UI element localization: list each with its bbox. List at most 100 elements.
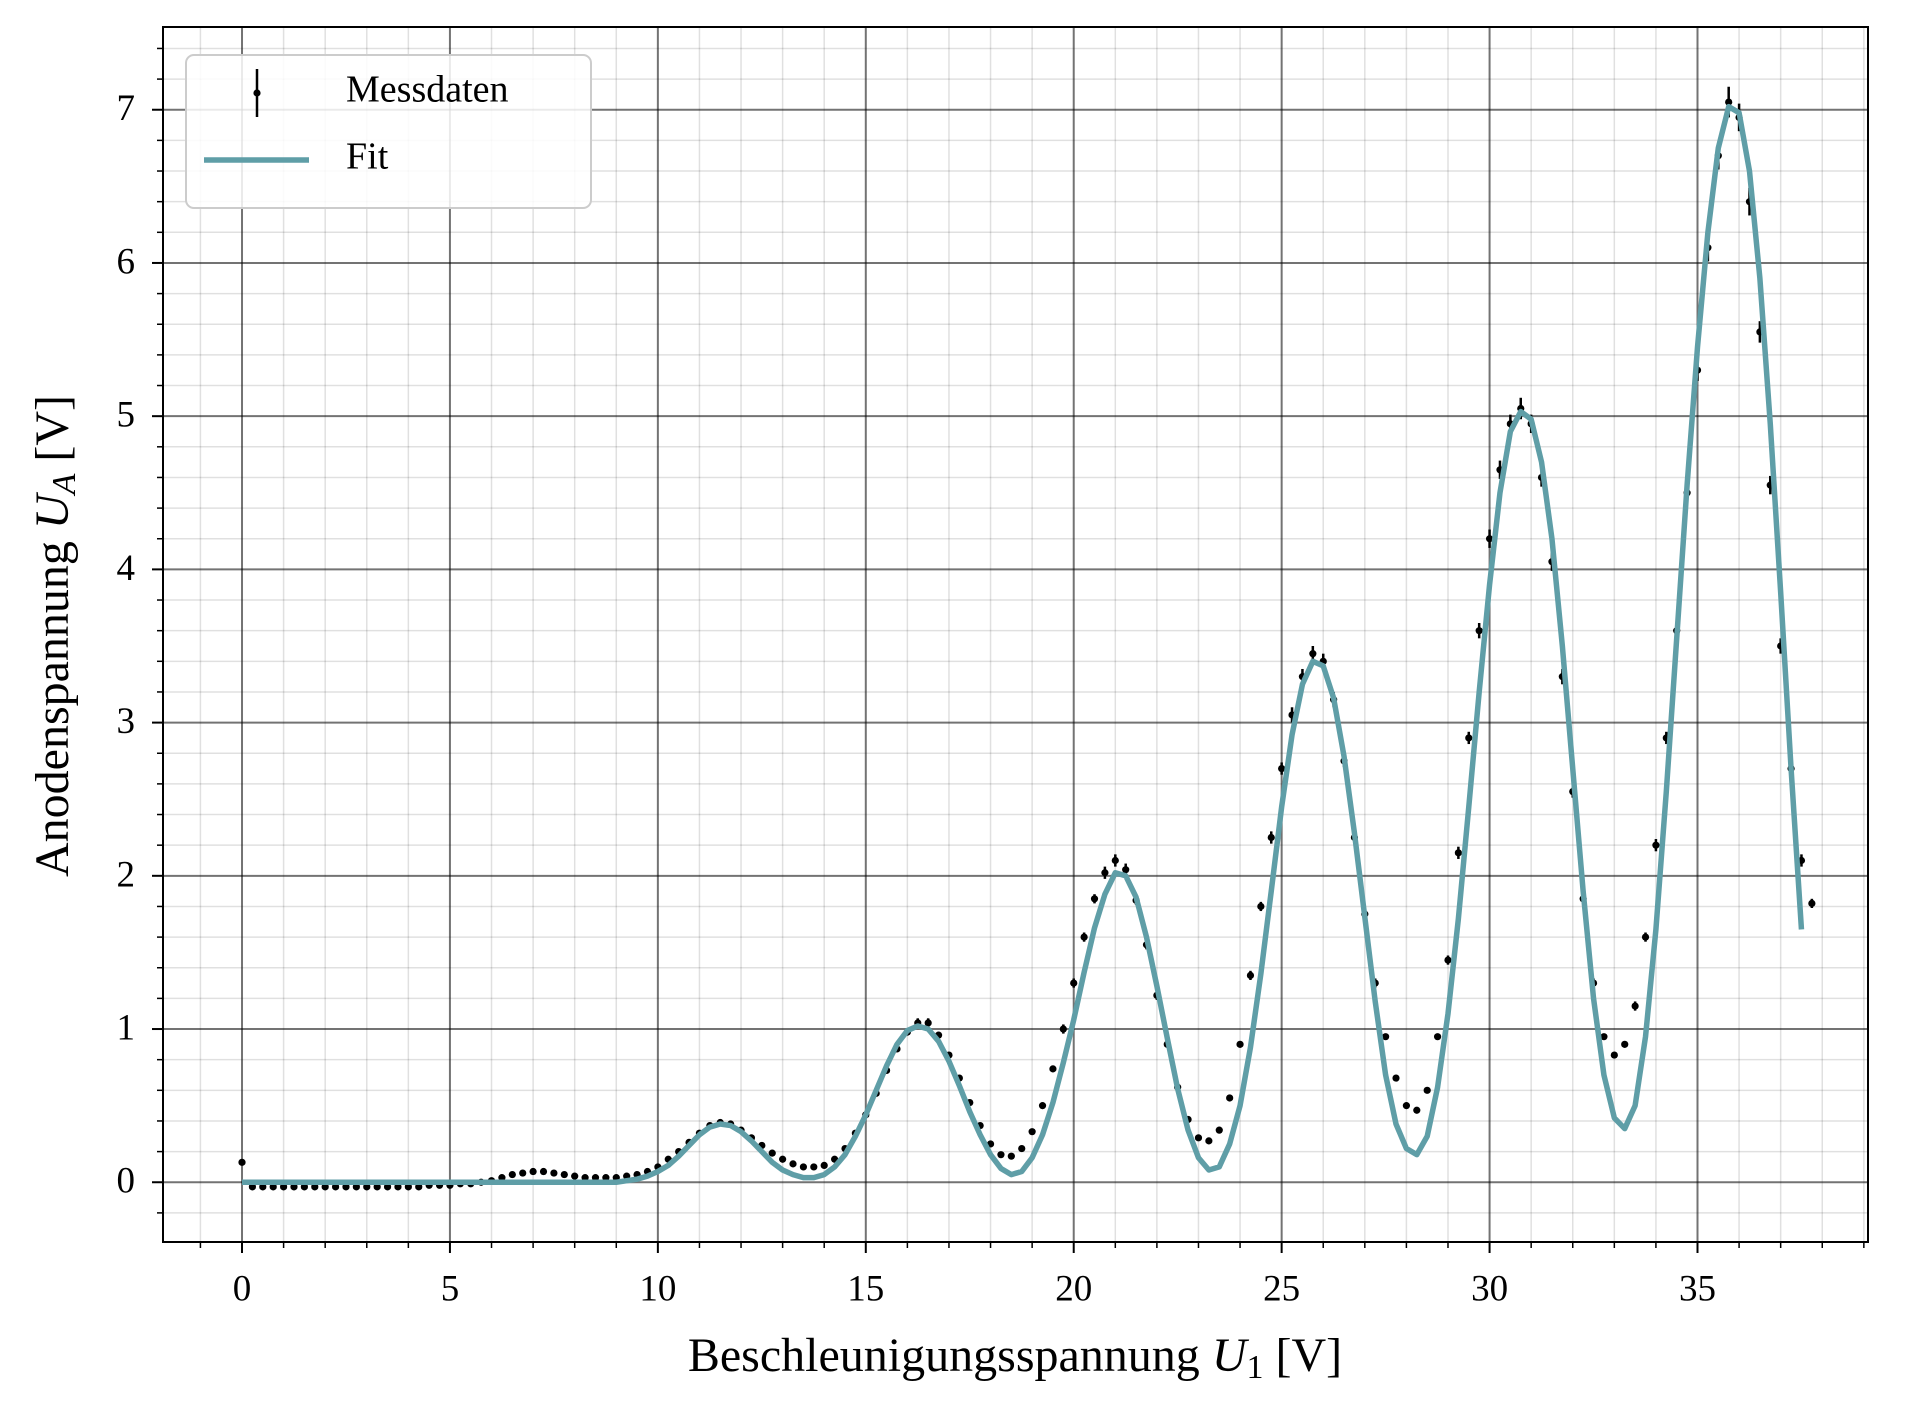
- data-point: [519, 1169, 527, 1177]
- data-point: [508, 1170, 516, 1179]
- data-point: [352, 1183, 360, 1191]
- data-point: [810, 1163, 818, 1171]
- data-point: [591, 1174, 600, 1182]
- x-tick-label: 0: [233, 1268, 252, 1309]
- data-point: [383, 1183, 392, 1191]
- data-point: [1423, 1086, 1431, 1094]
- data-point: [1070, 979, 1078, 987]
- y-tick-label: 4: [117, 548, 136, 589]
- y-label-sub: A: [46, 473, 83, 496]
- data-point: [1215, 1126, 1223, 1134]
- data-point: [581, 1174, 589, 1182]
- data-point: [768, 1149, 776, 1157]
- data-point: [1610, 1051, 1618, 1059]
- data-point: [1485, 535, 1494, 543]
- x-tick-label: 25: [1263, 1268, 1300, 1309]
- x-tick-label: 35: [1679, 1268, 1716, 1309]
- y-tick-label: 6: [117, 241, 136, 282]
- x-label-unit: [V]: [1275, 1329, 1342, 1382]
- data-point: [560, 1170, 568, 1179]
- data-point: [779, 1155, 787, 1163]
- axes: 0 5 10 15 20 25 30 35 0 1 2 3 4 5 6 7: [117, 47, 1865, 1309]
- data-point: [1475, 627, 1483, 635]
- data-point: [394, 1183, 402, 1191]
- data-point: [799, 1163, 808, 1171]
- data-point: [1402, 1102, 1411, 1110]
- data-point: [1246, 971, 1255, 980]
- data-point: [1205, 1137, 1213, 1145]
- y-tick-label: 3: [117, 701, 136, 742]
- x-label-text: Beschleunigungsspannung: [688, 1329, 1200, 1382]
- data-point: [924, 1019, 932, 1027]
- x-tick-label: 20: [1055, 1268, 1092, 1309]
- x-label-var: U: [1212, 1329, 1250, 1382]
- data-point: [1382, 1033, 1390, 1041]
- data-point: [1226, 1094, 1234, 1102]
- data-point: [1028, 1128, 1036, 1136]
- data-point: [300, 1183, 308, 1191]
- data-point: [1433, 1033, 1442, 1041]
- data-point: [404, 1183, 412, 1191]
- data-point: [789, 1160, 797, 1168]
- data-point: [1059, 1025, 1067, 1033]
- data-point: [1038, 1102, 1047, 1110]
- legend-box: [185, 54, 592, 209]
- y-tick-label: 7: [117, 88, 136, 129]
- data-point: [311, 1183, 319, 1191]
- y-axis-label: Anodenspannung UA [V]: [26, 395, 89, 877]
- data-point: [238, 1158, 246, 1166]
- data-point: [269, 1183, 277, 1191]
- data-point: [363, 1183, 371, 1191]
- data-point: [1641, 933, 1650, 941]
- data-point: [1080, 933, 1088, 941]
- x-tick-label: 10: [639, 1268, 676, 1309]
- data-point: [321, 1183, 329, 1191]
- data-point: [1444, 956, 1452, 964]
- data-point: [550, 1169, 558, 1177]
- axes-frame: [162, 26, 1869, 1243]
- legend-label: Fit: [346, 136, 389, 178]
- data-point: [539, 1167, 548, 1176]
- x-tick-label: 30: [1471, 1268, 1508, 1309]
- y-tick-label: 1: [117, 1008, 136, 1049]
- data-point: [1278, 764, 1286, 773]
- fit-line: [242, 103, 1805, 1185]
- data-point: [373, 1183, 381, 1191]
- data-point: [1267, 833, 1275, 842]
- data-point: [1090, 895, 1099, 903]
- data-point: [1725, 98, 1733, 106]
- y-tick-label: 2: [117, 854, 136, 895]
- data-point: [1122, 866, 1130, 874]
- data-point: [1111, 856, 1119, 865]
- x-tick-label: 15: [847, 1268, 884, 1309]
- data-point: [248, 1183, 257, 1191]
- data-point: [1600, 1033, 1608, 1041]
- data-point: [1392, 1074, 1400, 1082]
- data-point: [1454, 849, 1462, 857]
- data-point: [342, 1183, 350, 1191]
- legend: Messdaten Fit: [185, 54, 592, 209]
- x-tick-label: 5: [441, 1268, 460, 1309]
- data-point: [415, 1183, 423, 1191]
- data-point: [1621, 1040, 1629, 1048]
- legend-label: Messdaten: [346, 69, 509, 111]
- data-point: [259, 1183, 267, 1191]
- data-point: [1018, 1144, 1026, 1153]
- data-point: [997, 1151, 1005, 1159]
- data-point: [1465, 734, 1473, 742]
- data-point: [1236, 1040, 1244, 1048]
- data-point: [1808, 899, 1816, 907]
- data-point: [529, 1167, 537, 1176]
- data-point: [331, 1183, 340, 1191]
- plot-area: [238, 86, 1816, 1191]
- x-axis-label: Beschleunigungsspannung U1 [V]: [688, 1329, 1342, 1392]
- y-label-text: Anodenspannung: [26, 541, 79, 877]
- y-label-var: U: [26, 491, 79, 529]
- y-tick-label: 5: [117, 395, 136, 436]
- data-point: [820, 1161, 828, 1169]
- data-point: [1007, 1152, 1015, 1160]
- data-point: [1101, 869, 1109, 877]
- y-label-unit: [V]: [26, 395, 79, 462]
- data-point: [1652, 841, 1660, 849]
